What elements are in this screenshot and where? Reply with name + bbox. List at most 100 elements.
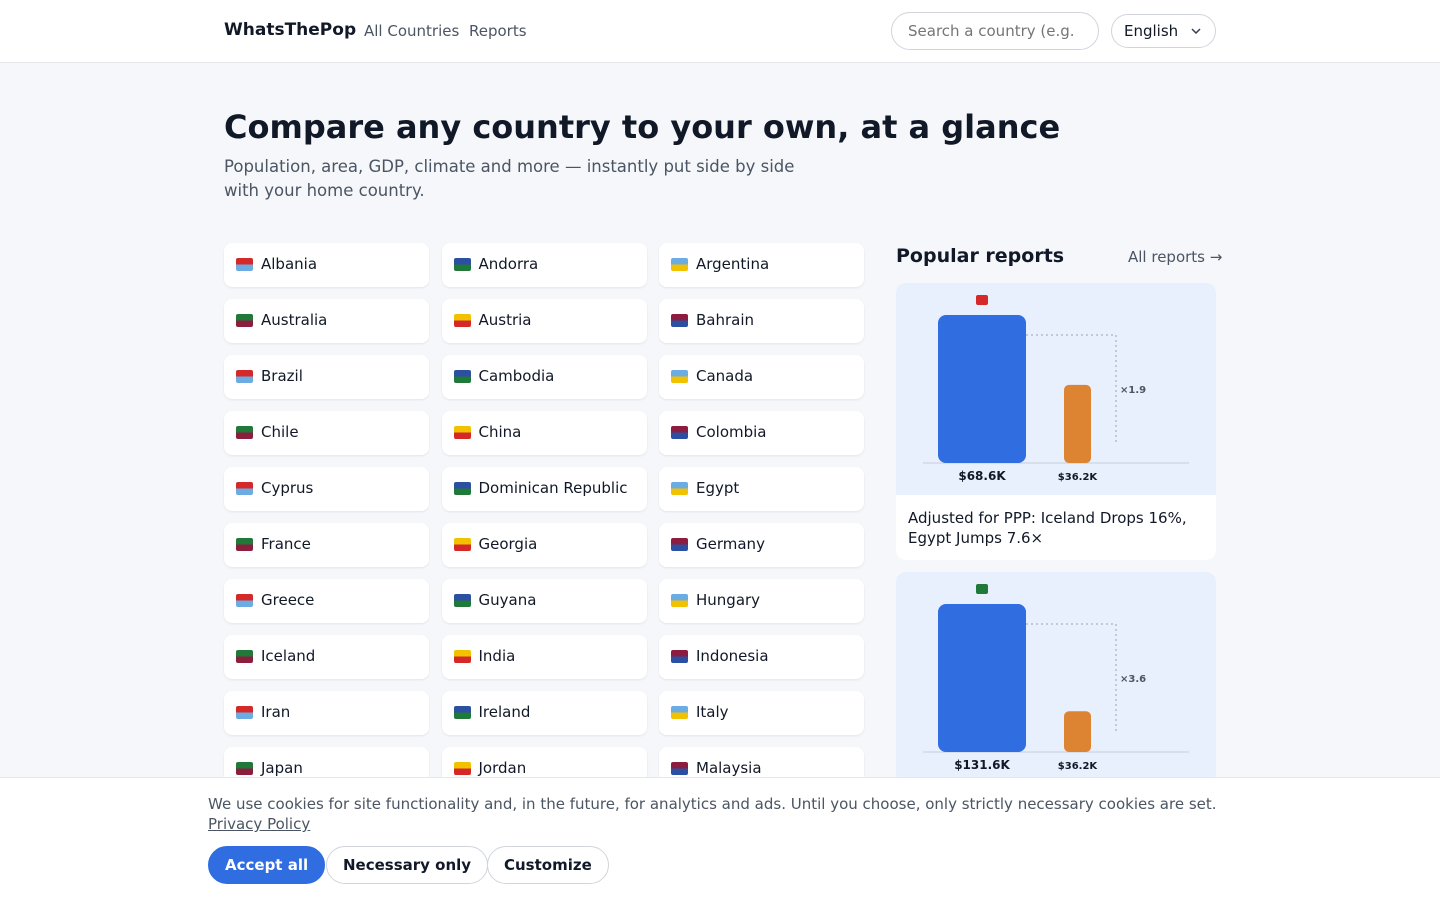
flag-icon — [236, 706, 253, 719]
cookie-message: We use cookies for site functionality an… — [208, 795, 1217, 813]
nav-link[interactable]: Reports — [469, 22, 527, 40]
country-name: Iran — [261, 703, 291, 721]
flag-icon — [453, 706, 471, 719]
report-chart: $131.6K $36.2K ×3.6 — [896, 572, 1216, 784]
flag-icon — [671, 482, 688, 495]
country-name: Iceland — [261, 647, 316, 665]
country-name: Dominican Republic — [478, 479, 628, 497]
country-name: Egypt — [696, 479, 740, 497]
report-chart: $68.6K $36.2K ×1.9 — [896, 283, 1216, 495]
country-name: Hungary — [696, 591, 761, 609]
ratio-label: ×3.6 — [1120, 674, 1146, 685]
country-card[interactable]: Greece — [224, 579, 429, 623]
ratio-guide — [1026, 623, 1117, 732]
nav-link[interactable]: All Countries — [364, 22, 460, 40]
country-card[interactable]: India — [441, 635, 647, 679]
hero-title: Compare any country to your own, at a gl… — [224, 108, 1061, 146]
country-card[interactable]: Cambodia — [441, 355, 647, 399]
flag-icon — [976, 295, 988, 305]
country-card[interactable]: Indonesia — [659, 635, 864, 679]
bar-label: $68.6K — [958, 469, 1006, 483]
country-name: Canada — [696, 367, 754, 385]
privacy-link[interactable]: Privacy Policy — [208, 815, 311, 833]
flag-icon — [453, 650, 471, 663]
top-bar: WhatsThePop All Countries Reports Englis… — [0, 0, 1440, 63]
country-name: India — [478, 647, 516, 665]
flag-icon — [236, 650, 253, 663]
country-name: Bahrain — [696, 311, 755, 329]
language-select[interactable]: English — [1111, 14, 1216, 48]
country-name: Chile — [261, 423, 299, 441]
bar — [1064, 711, 1091, 752]
all-reports-link[interactable]: All reports → — [1128, 248, 1223, 266]
flag-icon — [453, 258, 471, 271]
country-name: China — [478, 423, 522, 441]
country-card[interactable]: Chile — [224, 411, 429, 455]
flag-icon — [453, 594, 471, 607]
country-card[interactable]: Georgia — [441, 523, 647, 567]
cookie-banner: We use cookies for site functionality an… — [0, 777, 1440, 900]
country-card[interactable]: Australia — [224, 299, 429, 343]
customize-button[interactable]: Customize — [487, 846, 609, 884]
country-name: Georgia — [478, 535, 538, 553]
reports-title: Popular reports — [896, 245, 1065, 267]
country-card[interactable]: Austria — [441, 299, 647, 343]
country-name: Andorra — [478, 255, 539, 273]
country-card[interactable]: Dominican Republic — [441, 467, 647, 511]
flag-icon — [671, 594, 688, 607]
flag-icon — [236, 258, 253, 271]
country-card[interactable]: Andorra — [441, 243, 647, 287]
country-name: Japan — [261, 759, 303, 777]
country-card[interactable]: China — [441, 411, 647, 455]
country-name: Ireland — [478, 703, 531, 721]
country-name: Colombia — [696, 423, 767, 441]
flag-icon — [236, 426, 253, 439]
ratio-label: ×1.9 — [1120, 385, 1146, 396]
flag-icon — [671, 370, 688, 383]
search-input[interactable] — [891, 12, 1099, 50]
country-name: Germany — [696, 535, 765, 553]
accept-all-button[interactable]: Accept all — [208, 846, 326, 884]
country-card[interactable]: Albania — [224, 243, 429, 287]
country-card[interactable]: Guyana — [441, 579, 647, 623]
country-card[interactable]: France — [224, 523, 429, 567]
country-name: Cyprus — [261, 479, 314, 497]
country-name: Brazil — [261, 367, 303, 385]
country-card[interactable]: Germany — [659, 523, 864, 567]
flag-icon — [453, 370, 471, 383]
country-card[interactable]: Hungary — [659, 579, 864, 623]
flag-icon — [671, 314, 688, 327]
country-name: Guyana — [478, 591, 537, 609]
country-card[interactable]: Cyprus — [224, 467, 429, 511]
country-card[interactable]: Bahrain — [659, 299, 864, 343]
country-card[interactable]: Colombia — [659, 411, 864, 455]
country-card[interactable]: Iran — [224, 691, 429, 735]
report-card[interactable]: $68.6K $36.2K ×1.9 Adjusted for PPP: Icelan… — [896, 283, 1216, 560]
flag-icon — [236, 762, 253, 775]
flag-icon — [976, 584, 988, 594]
cookie-text: We use cookies for site functionality an… — [208, 794, 1218, 834]
chevron — [1191, 28, 1201, 34]
country-name: Indonesia — [696, 647, 769, 665]
country-name: Albania — [261, 255, 318, 273]
country-card[interactable]: Brazil — [224, 355, 429, 399]
country-card[interactable]: Canada — [659, 355, 864, 399]
country-card[interactable]: Ireland — [441, 691, 647, 735]
brand[interactable]: WhatsThePop — [224, 20, 357, 40]
flag-icon — [236, 482, 253, 495]
bar — [938, 604, 1026, 752]
report-caption: Adjusted for PPP: Iceland Drops 16%, Egy… — [908, 509, 1187, 547]
country-card[interactable]: Iceland — [224, 635, 429, 679]
country-name: Argentina — [696, 255, 770, 273]
flag-icon — [453, 426, 471, 439]
country-card[interactable]: Egypt — [659, 467, 864, 511]
country-card[interactable]: Argentina — [659, 243, 864, 287]
hero-subtitle: Population, area, GDP, climate and more … — [224, 157, 795, 200]
report-card[interactable]: $131.6K $36.2K ×3.6 — [896, 572, 1216, 784]
country-name: Greece — [261, 591, 315, 609]
country-card[interactable]: Italy — [659, 691, 864, 735]
flag-icon — [236, 370, 253, 383]
necessary-only-button[interactable]: Necessary only — [326, 846, 489, 884]
flag-icon — [236, 314, 253, 327]
flag-icon — [453, 482, 471, 495]
